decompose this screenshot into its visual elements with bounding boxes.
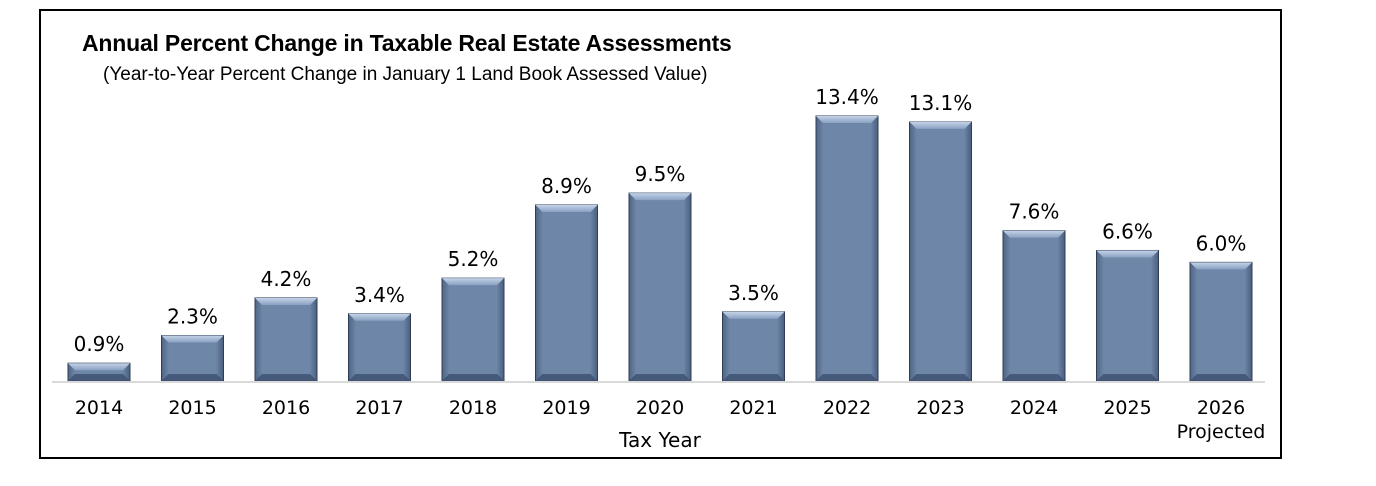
bar-bevel-top	[816, 116, 878, 123]
bar-bevel-bottom	[1003, 374, 1065, 381]
x-tick-label: 2021	[729, 397, 777, 419]
x-tick-label: 2015	[168, 397, 216, 419]
bar-body	[348, 313, 411, 382]
data-label: 5.2%	[448, 247, 499, 271]
bar-2020	[628, 192, 692, 382]
bar-body	[1002, 230, 1066, 382]
bar-bevel-top	[255, 297, 317, 305]
bar-2021	[722, 311, 785, 382]
bar-body	[1189, 261, 1253, 382]
bar-bevel-top	[161, 335, 224, 343]
bar-bevel-top	[1096, 250, 1159, 258]
bar-2022	[815, 115, 879, 382]
x-tick-label: 2017	[355, 397, 403, 419]
data-label: 6.6%	[1102, 219, 1153, 243]
data-label: 3.5%	[728, 281, 779, 305]
bar-bevel-bottom	[535, 374, 598, 381]
data-label: 13.4%	[815, 85, 879, 109]
bar-2015	[161, 335, 224, 382]
bar-bevel-top	[909, 121, 972, 129]
data-label: 3.4%	[354, 283, 405, 307]
x-tick-label: 2016	[262, 397, 310, 419]
chart-title: Annual Percent Change in Taxable Real Es…	[82, 30, 732, 56]
data-label: 6.0%	[1196, 231, 1247, 255]
bar-body	[815, 115, 879, 382]
bar-bevel-top	[1003, 230, 1065, 238]
data-label: 8.9%	[541, 174, 592, 198]
x-tick-label: 2026	[1197, 397, 1245, 419]
bar-body	[628, 192, 692, 382]
bar-bevel-bottom	[722, 374, 785, 381]
bars-layer	[67, 115, 1253, 382]
x-axis-title: Tax Year	[618, 428, 701, 452]
x-tick-label: 2025	[1103, 397, 1151, 419]
labels-layer: 0.9% 2014 2.3% 2015 4.2% 2016 3.4% 2017 5.2% 2018…	[74, 85, 1266, 443]
bar-2016	[254, 297, 318, 382]
bar-bevel-bottom	[1096, 374, 1159, 381]
bar-2019	[535, 204, 598, 382]
bar-2014	[67, 362, 131, 382]
bar-body	[535, 204, 598, 382]
bar-body	[254, 297, 318, 382]
bar-bevel-top	[535, 204, 598, 212]
data-label: 7.6%	[1009, 200, 1060, 224]
bar-2025	[1096, 249, 1159, 382]
bar-bevel-bottom	[161, 374, 224, 381]
bar-bevel-bottom	[1190, 374, 1252, 381]
x-tick-label: 2019	[542, 397, 590, 419]
x-tick-label: 2020	[636, 397, 684, 419]
bar-bevel-top	[348, 313, 411, 321]
bar-bevel-bottom	[68, 374, 130, 381]
x-tick-label: 2022	[823, 397, 871, 419]
bar-bevel-bottom	[629, 374, 691, 381]
bar-bevel-bottom	[255, 374, 317, 381]
data-label: 13.1%	[909, 91, 973, 115]
bar-bevel-top	[68, 363, 130, 371]
chart-subtitle: (Year-to-Year Percent Change in January …	[103, 64, 708, 85]
bar-bevel-bottom	[442, 374, 504, 381]
bar-body	[1096, 249, 1159, 382]
bar-body	[441, 277, 505, 382]
bar-2017	[348, 313, 411, 382]
data-label: 2.3%	[167, 305, 218, 329]
bar-bevel-bottom	[348, 374, 411, 381]
bar-bevel-top	[722, 311, 785, 319]
x-tick-label: 2023	[916, 397, 964, 419]
bar-2018	[441, 277, 505, 382]
data-label: 9.5%	[635, 162, 686, 186]
bar-body	[161, 335, 224, 382]
x-tick-label: 2018	[449, 397, 497, 419]
data-label: 4.2%	[261, 267, 312, 291]
bar-bevel-top	[629, 193, 691, 201]
x-tick-label: 2014	[75, 397, 123, 419]
x-tick-label: 2024	[1010, 397, 1058, 419]
bar-body	[722, 311, 785, 382]
x-tick-sublabel: Projected	[1177, 421, 1266, 443]
bar-bevel-top	[1190, 262, 1252, 270]
bar-bevel-bottom	[909, 374, 972, 381]
bar-2026	[1189, 261, 1253, 382]
bar-body	[909, 121, 972, 382]
bar-bevel-top	[442, 278, 504, 286]
bar-2023	[909, 121, 972, 382]
bar-2024	[1002, 230, 1066, 382]
bar-bevel-bottom	[816, 374, 878, 381]
data-label: 0.9%	[74, 332, 125, 356]
